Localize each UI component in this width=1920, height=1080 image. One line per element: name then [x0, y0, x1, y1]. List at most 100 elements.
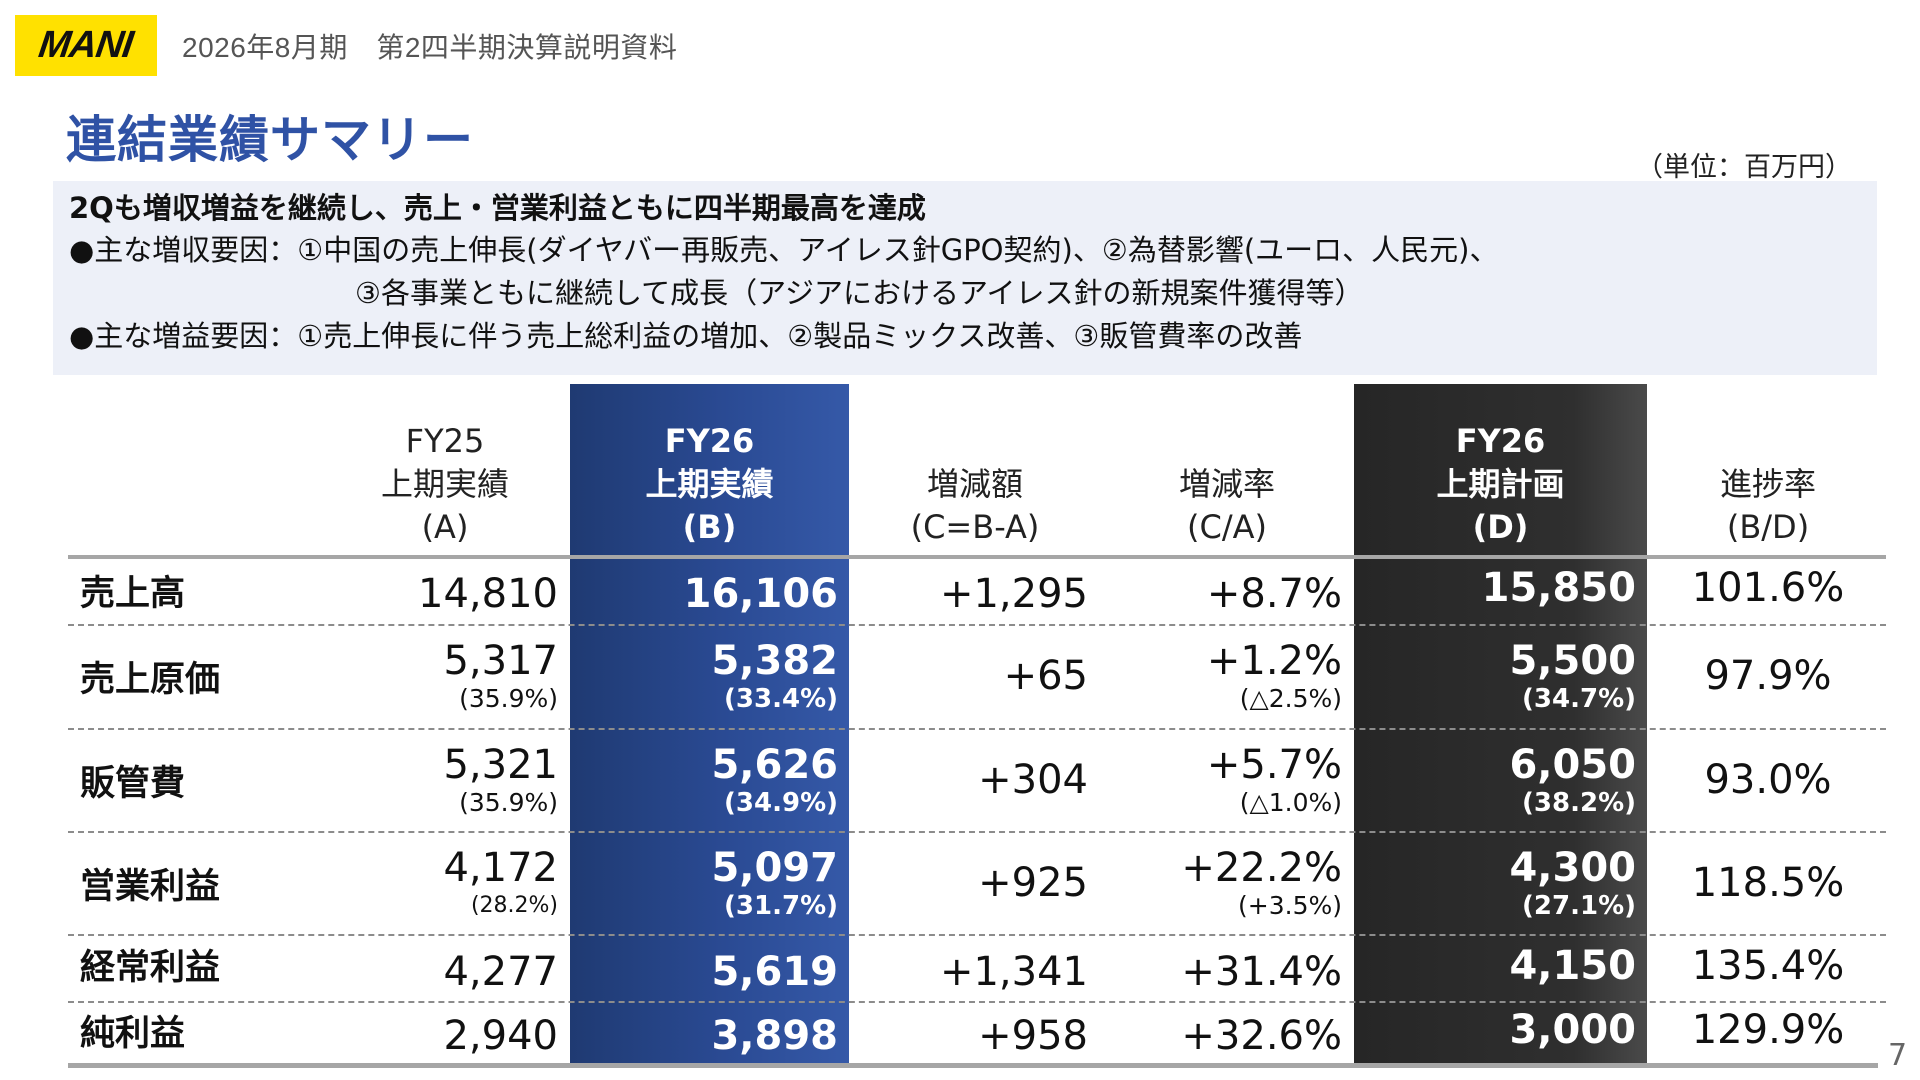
header-line: 上期計画 — [1436, 465, 1565, 503]
header-fy26-actual: FY26 上期実績 (B) — [570, 384, 849, 557]
value: +925 — [978, 860, 1088, 906]
cell-fy26-actual: 5,382 (33.4%) — [570, 626, 838, 726]
ratio: (35.9%) — [459, 788, 558, 817]
page-number: 7 — [1888, 1038, 1908, 1073]
header-line: (B) — [682, 508, 737, 546]
cell-fy26-actual: 16,106 — [570, 563, 838, 625]
header-line: (C=B-A) — [910, 508, 1040, 546]
value: 5,382 — [711, 638, 838, 684]
row-divider — [68, 1001, 1886, 1003]
value: +1,341 — [939, 949, 1088, 995]
cell-change-rate: +1.2% (△2.5%) — [1112, 626, 1342, 726]
value: 4,277 — [443, 949, 558, 995]
value: 5,619 — [711, 949, 838, 995]
mani-logo: MANI — [15, 15, 157, 76]
cell-fy25-actual: 4,277 — [330, 942, 558, 1002]
row-label: 経常利益 — [80, 947, 221, 988]
cell-progress-rate: 135.4% — [1650, 936, 1886, 996]
value: 6,050 — [1509, 742, 1636, 788]
row-divider — [68, 934, 1886, 936]
row-divider — [68, 728, 1886, 730]
cell-change-amount: +925 — [860, 833, 1088, 933]
cell-change-rate: +22.2% (+3.5%) — [1112, 833, 1342, 933]
value: 97.9% — [1704, 653, 1832, 699]
cell-fy26-plan: 3,000 — [1354, 1000, 1636, 1060]
table-header-divider — [68, 555, 1886, 559]
cell-progress-rate: 93.0% — [1650, 730, 1886, 830]
fy26-actual-column-highlight — [570, 384, 849, 1066]
cell-change-amount: +1,341 — [860, 942, 1088, 1002]
header-line: FY26 — [664, 422, 755, 460]
value: 5,317 — [443, 638, 558, 684]
cell-progress-rate: 97.9% — [1650, 626, 1886, 726]
value: 101.6% — [1691, 565, 1845, 611]
value: +5.7% — [1206, 742, 1342, 788]
cell-fy26-actual: 3,898 — [570, 1006, 838, 1066]
cell-progress-rate: 118.5% — [1650, 833, 1886, 933]
value: +32.6% — [1181, 1013, 1342, 1059]
ratio: (38.2%) — [1522, 788, 1636, 818]
profit-factors: ●主な増益要因：①売上伸長に伴う売上総利益の増加、②製品ミックス改善、③販管費率… — [69, 319, 1303, 353]
header-line: FY25 — [405, 422, 485, 460]
summary-headline: 2Qも増収増益を継続し、売上・営業利益ともに四半期最高を達成 — [69, 191, 926, 225]
header-line: 進捗率 — [1719, 465, 1816, 503]
row-label: 純利益 — [80, 1013, 186, 1054]
summary-box: 2Qも増収増益を継続し、売上・営業利益ともに四半期最高を達成 ●主な増収要因：①… — [53, 181, 1877, 375]
cell-progress-rate: 101.6% — [1650, 557, 1886, 619]
cell-fy25-actual: 14,810 — [330, 563, 558, 625]
value: +958 — [978, 1013, 1088, 1059]
header-line: 増減額 — [926, 465, 1023, 503]
cell-change-amount: +304 — [860, 730, 1088, 830]
header-progress-rate: 進捗率 (B/D) — [1650, 384, 1886, 557]
cell-fy26-plan: 5,500 (34.7%) — [1354, 626, 1636, 726]
value: +65 — [1003, 653, 1088, 699]
cell-fy25-actual: 2,940 — [330, 1006, 558, 1066]
cell-fy26-actual: 5,626 (34.9%) — [570, 730, 838, 830]
revenue-factors: ●主な増収要因：①中国の売上伸長(ダイヤバー再販売、アイレス針GPO契約)、②為… — [69, 233, 1499, 267]
header-line: 上期実績 — [645, 465, 774, 503]
cell-fy25-actual: 5,321 (35.9%) — [330, 730, 558, 830]
unit-label: （単位：百万円） — [1636, 152, 1852, 183]
cell-fy26-plan: 15,850 — [1354, 557, 1636, 619]
row-label: 販管費 — [80, 763, 186, 804]
cell-fy25-actual: 4,172 (28.2%) — [330, 833, 558, 933]
ratio-change: (△2.5%) — [1239, 684, 1342, 713]
row-divider — [68, 831, 1886, 833]
logo-text: MANI — [36, 24, 136, 66]
cell-fy26-actual: 5,097 (31.7%) — [570, 833, 838, 933]
value: 3,000 — [1509, 1007, 1636, 1053]
cell-fy26-plan: 4,300 (27.1%) — [1354, 833, 1636, 933]
row-label: 売上高 — [80, 573, 186, 614]
page-title: 連結業績サマリー — [66, 111, 474, 169]
cell-fy25-actual: 5,317 (35.9%) — [330, 626, 558, 726]
value: +22.2% — [1181, 845, 1342, 891]
value: +1.2% — [1206, 638, 1342, 684]
cell-fy26-plan: 6,050 (38.2%) — [1354, 730, 1636, 830]
value: 4,300 — [1509, 845, 1636, 891]
value: 16,106 — [683, 571, 838, 617]
deck-title: 2026年8月期 第2四半期決算説明資料 — [182, 32, 678, 63]
revenue-factors-continued: ③各事業ともに継続して成長（アジアにおけるアイレス針の新規案件獲得等） — [355, 276, 1364, 310]
cell-change-amount: +65 — [860, 626, 1088, 726]
cell-change-rate: +32.6% — [1112, 1006, 1342, 1066]
value: +8.7% — [1206, 571, 1342, 617]
cell-fy26-plan: 4,150 — [1354, 936, 1636, 996]
row-label: 営業利益 — [80, 866, 221, 907]
value: 5,626 — [711, 742, 838, 788]
cell-change-amount: +958 — [860, 1006, 1088, 1066]
value: 2,940 — [443, 1013, 558, 1059]
ratio: (34.9%) — [724, 788, 838, 818]
cell-fy26-actual: 5,619 — [570, 942, 838, 1002]
fy26-plan-column-highlight — [1354, 384, 1647, 1066]
value: 129.9% — [1691, 1007, 1845, 1053]
value: 118.5% — [1691, 860, 1845, 906]
row-divider — [68, 624, 1886, 626]
header-change-rate: 増減率 (C/A) — [1112, 384, 1342, 557]
header-fy25-actual: FY25 上期実績 (A) — [330, 384, 560, 557]
value: 5,500 — [1509, 638, 1636, 684]
cell-change-amount: +1,295 — [860, 563, 1088, 625]
ratio-change: (+3.5%) — [1238, 891, 1342, 920]
header-line: (A) — [421, 508, 469, 546]
ratio: (34.7%) — [1522, 684, 1636, 714]
cell-change-rate: +8.7% — [1112, 563, 1342, 625]
